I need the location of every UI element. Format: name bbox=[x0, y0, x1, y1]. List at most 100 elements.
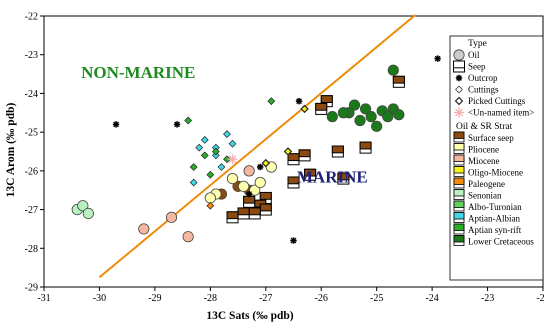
seep-fill bbox=[392, 75, 405, 84]
legend-swatch bbox=[453, 143, 465, 154]
swatch-fill bbox=[453, 166, 465, 174]
data-point-pliocene bbox=[254, 176, 266, 189]
star-stroke bbox=[456, 75, 462, 81]
data-point-surface-seep bbox=[298, 149, 311, 162]
legend-swatch bbox=[453, 177, 465, 189]
data-point-aptian-albian bbox=[223, 130, 231, 138]
y-axis-label: 13C Arom (‰ pdb) bbox=[5, 103, 17, 198]
star-stroke bbox=[113, 121, 119, 128]
legend-swatch bbox=[453, 200, 465, 212]
data-point-outcrop bbox=[257, 163, 264, 171]
data-point-pliocene bbox=[249, 184, 261, 196]
data-point-senonian bbox=[77, 200, 89, 212]
legend-marker bbox=[455, 85, 463, 94]
legend-label: Albo-Turonian bbox=[468, 202, 522, 212]
legend-title-strat: Oil & SR Strat bbox=[456, 122, 513, 132]
legend-label: Oligo-Miocene bbox=[468, 168, 523, 178]
legend-swatch bbox=[453, 131, 465, 143]
data-point-surface-seep bbox=[248, 207, 261, 220]
star-stroke bbox=[246, 191, 253, 197]
data-point-outcrop bbox=[434, 55, 441, 62]
legend-label: Senonian bbox=[468, 191, 502, 201]
data-points bbox=[71, 55, 441, 244]
swatch-fill bbox=[453, 235, 465, 243]
x-tick-label: -22 bbox=[536, 293, 545, 304]
star-stroke bbox=[290, 237, 297, 244]
seep-fill bbox=[320, 95, 333, 103]
legend-label: Miocene bbox=[468, 156, 500, 166]
legend-label: Pliocene bbox=[468, 145, 499, 155]
swatch-fill bbox=[453, 189, 465, 197]
data-point-outcrop bbox=[173, 121, 181, 128]
data-point-miocene bbox=[138, 223, 150, 235]
y-tick-label: -24 bbox=[25, 89, 38, 100]
star-stroke bbox=[257, 164, 264, 170]
data-point-surface-seep bbox=[337, 172, 350, 185]
asterisk-stroke bbox=[228, 155, 237, 164]
swatch-fill bbox=[453, 154, 465, 162]
legend-swatch bbox=[453, 223, 465, 235]
data-point-aptian-syn-rift bbox=[206, 170, 215, 179]
x-tick-label: -26 bbox=[315, 293, 328, 304]
data-point-aptian-albian bbox=[189, 178, 198, 187]
data-point-lower-cretaceous bbox=[382, 111, 394, 123]
data-point-aptian-albian bbox=[200, 135, 209, 144]
data-point-lower-cretaceous bbox=[337, 107, 349, 119]
legend-marker bbox=[454, 96, 464, 106]
marine-divider-line bbox=[98, 14, 417, 279]
data-point-surface-seep bbox=[331, 145, 344, 158]
data-point-surface-seep bbox=[359, 141, 372, 154]
data-point-surface-seep bbox=[287, 153, 300, 166]
legend-marker bbox=[455, 74, 463, 82]
star-stroke bbox=[174, 121, 180, 128]
data-point-surface-seep bbox=[392, 75, 405, 88]
data-point-pliocene bbox=[238, 180, 250, 192]
legend-label: <Un-named item> bbox=[468, 108, 534, 118]
x-tick-label: -27 bbox=[259, 293, 272, 304]
data-point-pliocene bbox=[226, 173, 239, 185]
seep-fill bbox=[243, 195, 256, 204]
region-label: NON-MARINE bbox=[81, 63, 195, 82]
seep-fill bbox=[248, 207, 261, 216]
legend-label: Outcrop bbox=[468, 73, 498, 83]
divider-line bbox=[98, 14, 417, 279]
y-tick-label: -27 bbox=[25, 205, 38, 216]
data-point-aptian-syn-rift bbox=[267, 97, 276, 106]
data-point-aptian-syn-rift bbox=[184, 116, 193, 125]
legend-label: Aptian-Albian bbox=[468, 214, 520, 224]
legend-label: Paleogene bbox=[468, 179, 505, 189]
data-point-aptian-syn-rift bbox=[189, 163, 198, 171]
legend-swatch bbox=[453, 189, 465, 200]
swatch-fill bbox=[453, 131, 465, 139]
legend-swatch bbox=[453, 154, 465, 166]
legend-marker bbox=[453, 49, 465, 61]
x-tick-label: -28 bbox=[204, 293, 217, 304]
seep-fill bbox=[237, 207, 250, 216]
data-point-lower-cretaceous bbox=[359, 103, 372, 115]
legend-swatch bbox=[453, 235, 465, 246]
data-point-lower-cretaceous bbox=[354, 114, 366, 127]
star-stroke bbox=[296, 98, 302, 105]
legend-label: Aptian syn-rift bbox=[468, 225, 522, 235]
y-tick-label: -29 bbox=[25, 283, 38, 294]
data-point-lower-cretaceous bbox=[326, 111, 338, 123]
x-axis-label: 13C Sats (‰ pdb) bbox=[206, 310, 293, 322]
x-axis-ticks: -31 -30 -29 -28 -27 -26 -25 -24 -23 -22 bbox=[37, 287, 545, 304]
data-point-aptian-syn-rift bbox=[211, 147, 220, 156]
y-tick-label: -28 bbox=[25, 244, 38, 255]
annotations: NON-MARINE MARINE bbox=[81, 63, 368, 187]
data-point-outcrop bbox=[295, 97, 303, 105]
seep-fill bbox=[287, 153, 300, 162]
swatch-fill bbox=[453, 177, 465, 185]
data-point-miocene bbox=[165, 211, 178, 223]
asterisk-stroke bbox=[455, 108, 463, 117]
data-point-surface-seep bbox=[259, 203, 272, 216]
data-point-aptian-syn-rift bbox=[223, 155, 231, 164]
seep-fill bbox=[298, 149, 311, 158]
x-tick-label: -30 bbox=[93, 293, 106, 304]
x-tick-label: -31 bbox=[37, 293, 50, 304]
seep-fill bbox=[331, 145, 344, 154]
data-point-lower-cretaceous bbox=[365, 111, 377, 123]
